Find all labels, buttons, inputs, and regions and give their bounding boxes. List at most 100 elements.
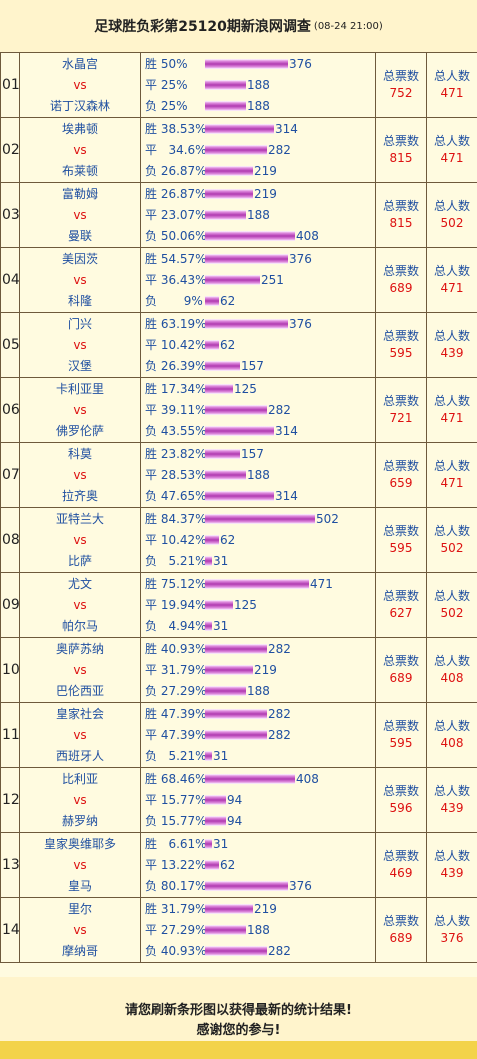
vote-row-draw: 平 47.39% 282 [145, 725, 375, 746]
total-people-value: 471 [440, 86, 464, 100]
match-number: 10 [0, 637, 20, 703]
vote-count-draw: 282 [268, 142, 291, 157]
match-row: 13 皇家奥维耶多 vs 皇马 胜 6.61% 31 平 13.22% 62 负 80.17% 3… [0, 832, 477, 898]
total-votes-value: 595 [389, 541, 413, 555]
vote-bars-cell: 胜 63.19% 376 平 10.42% 62 负 26.39% 157 [140, 312, 376, 378]
total-people-label: 总人数 [433, 914, 470, 928]
total-votes-value: 721 [389, 411, 413, 425]
home-team[interactable]: 卡利亚里 [55, 381, 104, 396]
vote-count-win: 219 [254, 186, 277, 201]
away-team[interactable]: 布莱顿 [61, 163, 98, 178]
vote-label-draw: 平 28.53% [145, 467, 207, 482]
vote-bar-win [205, 449, 240, 459]
away-team[interactable]: 汉堡 [67, 358, 92, 373]
vote-row-draw: 平 28.53% 188 [145, 465, 375, 486]
total-votes-value: 752 [389, 86, 413, 100]
away-team[interactable]: 拉齐奥 [61, 488, 98, 503]
away-team[interactable]: 赫罗纳 [61, 813, 98, 828]
match-row: 10 奥萨苏纳 vs 巴伦西亚 胜 40.93% 282 平 31.79% 219 负 27.2… [0, 637, 477, 703]
vote-bars-cell: 胜 31.79% 219 平 27.29% 188 负 40.93% 282 [140, 897, 376, 963]
total-people-label: 总人数 [433, 719, 470, 733]
vote-count-lose: 188 [247, 683, 270, 698]
away-team[interactable]: 佛罗伦萨 [55, 423, 104, 438]
total-people-label: 总人数 [433, 329, 470, 343]
away-team[interactable]: 诺丁汉森林 [49, 98, 110, 113]
vote-count-win: 125 [234, 381, 257, 396]
home-team[interactable]: 皇家社会 [55, 706, 104, 721]
total-votes-cell: 总票数 721 [375, 377, 427, 443]
total-votes-value: 595 [389, 346, 413, 360]
vote-row-win: 胜 38.53% 314 [145, 119, 375, 140]
total-votes-value: 815 [389, 151, 413, 165]
match-number: 04 [0, 247, 20, 313]
away-team[interactable]: 曼联 [67, 228, 92, 243]
home-team[interactable]: 埃弗顿 [61, 121, 98, 136]
total-votes-label: 总票数 [382, 524, 419, 538]
home-team[interactable]: 亚特兰大 [55, 511, 104, 526]
vote-count-draw: 125 [234, 597, 257, 612]
vote-label-draw: 平 39.11% [145, 402, 207, 417]
vote-count-draw: 251 [261, 272, 284, 287]
home-team[interactable]: 门兴 [67, 316, 92, 331]
total-people-value: 471 [440, 476, 464, 490]
vote-bar-lose [205, 881, 288, 891]
total-people-cell: 总人数 408 [426, 702, 477, 768]
match-number: 07 [0, 442, 20, 508]
vote-label-win: 胜 75.12% [145, 576, 207, 591]
home-team[interactable]: 美因茨 [61, 251, 98, 266]
home-team[interactable]: 里尔 [67, 901, 92, 916]
total-people-value: 439 [440, 866, 464, 880]
away-team[interactable]: 皇马 [67, 878, 92, 893]
away-team[interactable]: 西班牙人 [55, 748, 104, 763]
home-team[interactable]: 奥萨苏纳 [55, 641, 104, 656]
total-votes-value: 689 [389, 281, 413, 295]
vote-bar-lose [205, 621, 212, 631]
vote-bars-cell: 胜 23.82% 157 平 28.53% 188 负 47.65% 314 [140, 442, 376, 508]
vote-label-lose: 负 15.77% [145, 813, 207, 828]
total-votes-label: 总票数 [382, 69, 419, 83]
home-team[interactable]: 皇家奥维耶多 [43, 836, 116, 851]
total-votes-cell: 总票数 627 [375, 572, 427, 638]
home-team[interactable]: 富勒姆 [61, 186, 98, 201]
vote-bar-draw [205, 210, 246, 220]
home-team[interactable]: 水晶宫 [61, 56, 98, 71]
away-team[interactable]: 摩纳哥 [61, 943, 98, 958]
vote-count-win: 376 [289, 316, 312, 331]
vote-count-win: 502 [316, 511, 339, 526]
vote-count-lose: 31 [213, 748, 229, 763]
vote-row-draw: 平 10.42% 62 [145, 335, 375, 356]
vote-count-lose: 376 [289, 878, 312, 893]
vote-label-win: 胜 38.53% [145, 121, 207, 136]
match-row: 09 尤文 vs 帕尔马 胜 75.12% 471 平 19.94% 125 负 4.94% 31… [0, 572, 477, 638]
away-team[interactable]: 巴伦西亚 [55, 683, 104, 698]
vote-bars-cell: 胜 38.53% 314 平 34.6% 282 负 26.87% 219 [140, 117, 376, 183]
vote-bar-draw [205, 535, 219, 545]
teams-cell: 富勒姆 vs 曼联 [19, 182, 141, 248]
home-team[interactable]: 尤文 [67, 576, 92, 591]
total-votes-label: 总票数 [382, 264, 419, 278]
away-team[interactable]: 比萨 [67, 553, 92, 568]
vote-count-lose: 314 [275, 423, 298, 438]
vote-label-lose: 负 9% [145, 293, 203, 308]
match-number: 05 [0, 312, 20, 378]
total-people-cell: 总人数 471 [426, 247, 477, 313]
vote-row-draw: 平 36.43% 251 [145, 270, 375, 291]
vote-bar-lose [205, 491, 274, 501]
vote-bar-win [205, 384, 233, 394]
away-team[interactable]: 帕尔马 [61, 618, 98, 633]
total-people-value: 408 [440, 736, 464, 750]
vote-label-win: 胜 47.39% [145, 706, 207, 721]
home-team[interactable]: 科莫 [67, 446, 92, 461]
vs-label: vs [73, 402, 87, 417]
thanks-notice: 感谢您的参与! [196, 1023, 281, 1038]
total-votes-cell: 总票数 595 [375, 702, 427, 768]
away-team[interactable]: 科隆 [67, 293, 92, 308]
total-votes-value: 595 [389, 736, 413, 750]
vote-row-lose: 负 27.29% 188 [145, 681, 375, 702]
vote-label-draw: 平 10.42% [145, 337, 207, 352]
total-people-cell: 总人数 471 [426, 117, 477, 183]
total-people-value: 502 [440, 606, 464, 620]
home-team[interactable]: 比利亚 [61, 771, 98, 786]
teams-cell: 皇家社会 vs 西班牙人 [19, 702, 141, 768]
vote-bar-win [205, 709, 267, 719]
